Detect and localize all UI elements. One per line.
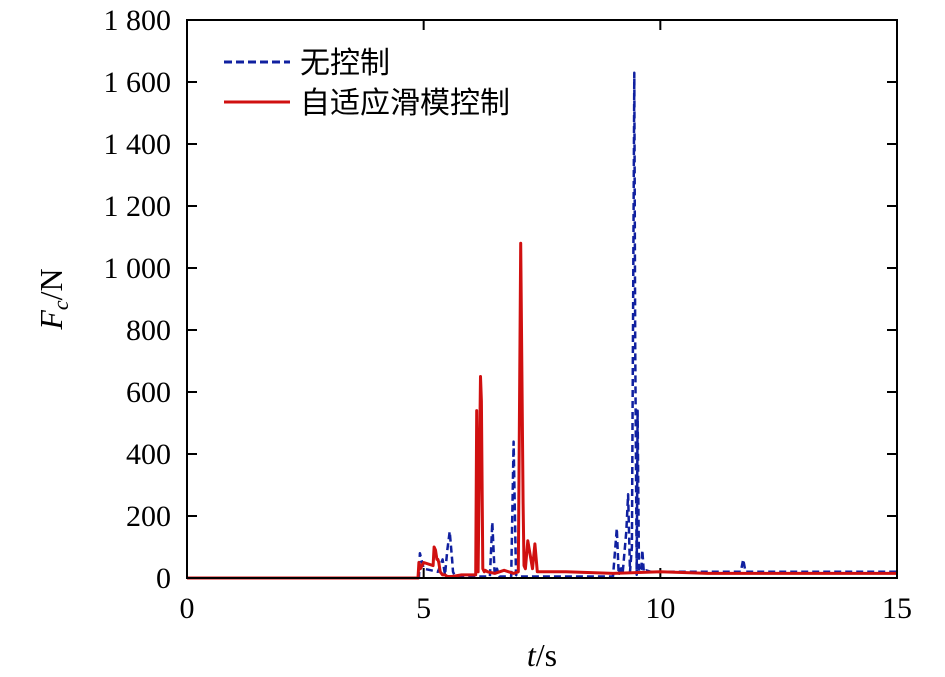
y-tick-label: 400 bbox=[126, 438, 171, 471]
series-line-no-control bbox=[187, 71, 897, 580]
legend: 无控制 自适应滑模控制 bbox=[224, 46, 510, 121]
y-tick-label: 600 bbox=[126, 376, 171, 409]
x-tick-label: 5 bbox=[416, 592, 431, 625]
x-tick-label: 10 bbox=[645, 592, 675, 625]
series-line-adaptive-sliding-mode bbox=[187, 241, 897, 580]
y-tick-label: 1 800 bbox=[104, 4, 172, 37]
ticks bbox=[186, 19, 898, 579]
plot-frame bbox=[186, 19, 898, 579]
y-axis-subscript: c bbox=[48, 300, 73, 310]
y-tick-label: 1 000 bbox=[104, 252, 172, 285]
y-tick-label: 800 bbox=[126, 314, 171, 347]
x-axis-label: t/s bbox=[527, 637, 557, 673]
x-tick-label: 15 bbox=[882, 592, 912, 625]
x-axis-unit: /s bbox=[536, 637, 557, 673]
series-layer bbox=[187, 71, 897, 580]
y-tick-label: 1 200 bbox=[104, 190, 172, 223]
x-tick-label: 0 bbox=[180, 592, 195, 625]
y-tick-label: 1 600 bbox=[104, 66, 172, 99]
tick-labels: 0 5 10 15 0 200 400 600 800 1 000 1 200 1 400 1 600 1… bbox=[104, 4, 913, 625]
legend-label-adaptive-sliding-mode: 自适应滑模控制 bbox=[300, 86, 510, 121]
y-axis-label: Fc/N bbox=[33, 268, 73, 330]
y-tick-label: 1 400 bbox=[104, 128, 172, 161]
y-axis-var: F bbox=[33, 310, 69, 331]
y-tick-label: 200 bbox=[126, 500, 171, 533]
y-axis-unit: /N bbox=[33, 268, 69, 300]
y-tick-label: 0 bbox=[156, 562, 171, 595]
legend-label-no-control: 无控制 bbox=[300, 46, 390, 81]
x-axis-var: t bbox=[527, 637, 537, 673]
